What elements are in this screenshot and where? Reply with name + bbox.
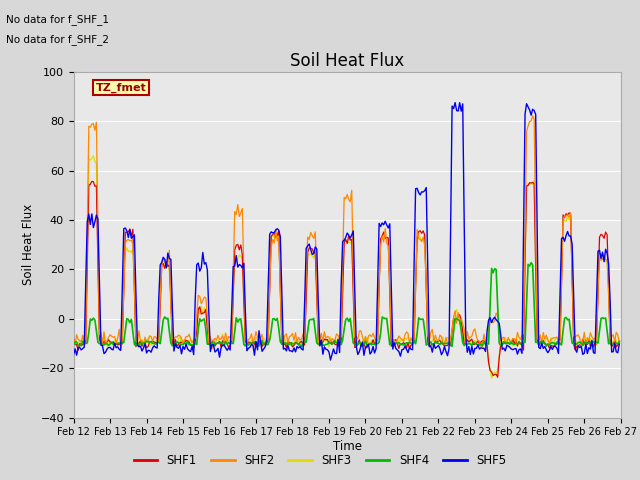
Text: No data for f_SHF_2: No data for f_SHF_2 xyxy=(6,34,109,45)
Legend: SHF1, SHF2, SHF3, SHF4, SHF5: SHF1, SHF2, SHF3, SHF4, SHF5 xyxy=(129,449,511,472)
Y-axis label: Soil Heat Flux: Soil Heat Flux xyxy=(22,204,35,286)
Text: No data for f_SHF_1: No data for f_SHF_1 xyxy=(6,14,109,25)
X-axis label: Time: Time xyxy=(333,440,362,453)
Title: Soil Heat Flux: Soil Heat Flux xyxy=(290,52,404,71)
Text: TZ_fmet: TZ_fmet xyxy=(95,83,146,93)
